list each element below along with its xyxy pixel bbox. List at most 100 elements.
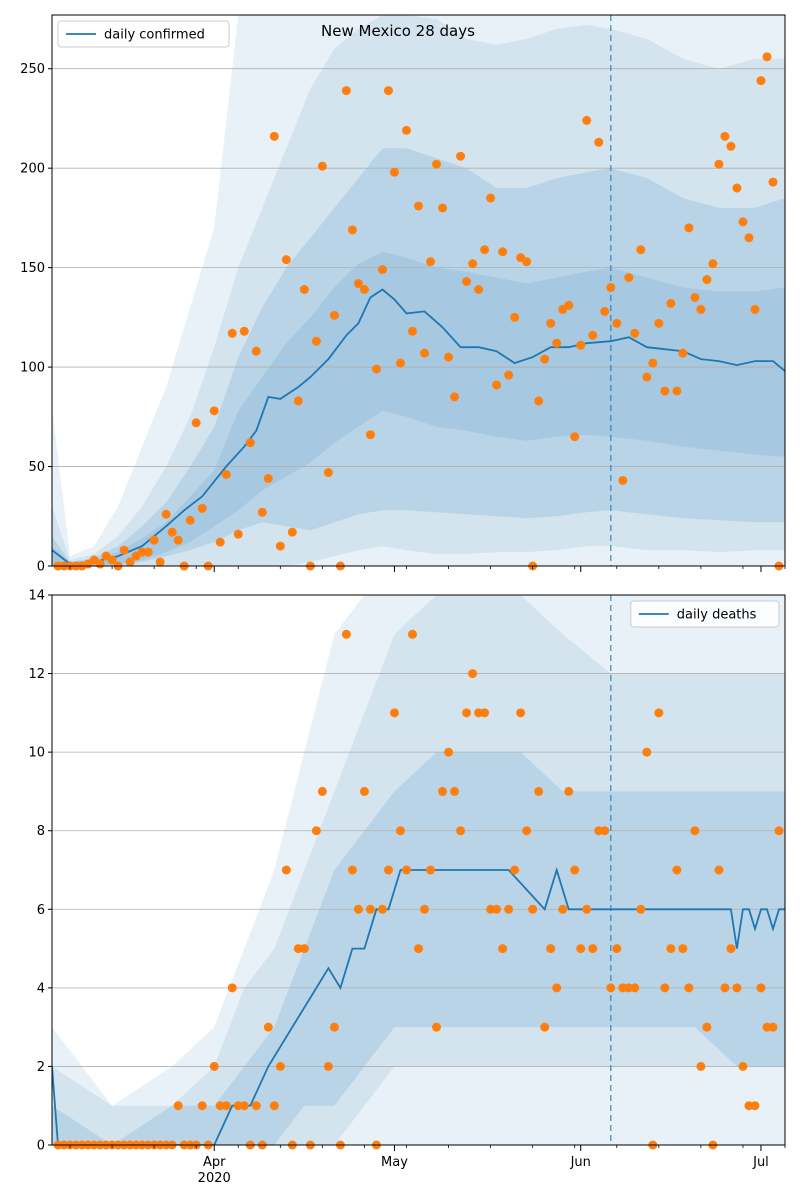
series-line [52,866,785,1145]
data-point [510,312,520,322]
data-point [612,318,622,328]
data-point [654,318,664,328]
data-point [552,983,562,993]
data-point [582,115,592,125]
data-point [540,354,550,364]
data-point [750,304,760,314]
data-point [450,786,460,796]
data-point [756,76,766,86]
data-point [125,557,135,567]
data-point [534,786,544,796]
data-point [726,141,736,151]
data-point [173,535,183,545]
data-point [690,826,700,836]
data-point [588,330,598,340]
data-point [684,983,694,993]
data-point [456,826,466,836]
data-point [311,826,321,836]
data-point [173,1101,183,1111]
series-line [52,288,785,565]
data-point [522,257,532,267]
data-point [732,183,742,193]
data-point [732,983,742,993]
data-point [299,944,309,954]
data-point [678,348,688,358]
data-point [426,257,436,267]
data-point [618,475,628,485]
data-point [281,865,291,875]
data-point [353,904,363,914]
data-point [347,225,357,235]
x-tick-label: Apr [203,1155,226,1170]
data-point [684,223,694,233]
data-point [341,86,351,96]
data-point [726,944,736,954]
data-point [245,438,255,448]
data-point [702,275,712,285]
data-point [420,348,430,358]
data-point [534,396,544,406]
data-point [263,1022,273,1032]
data-point [257,507,267,517]
data-point [438,786,448,796]
data-point [377,904,387,914]
data-point [215,537,225,547]
data-point [414,201,423,211]
data-point [401,865,411,875]
y-tick-label: 14 [28,589,45,604]
data-point [359,285,369,295]
data-point [612,944,622,954]
data-point [275,541,285,551]
data-point [654,708,664,718]
data-point [600,306,610,316]
data-point [251,346,261,356]
data-point [504,904,514,914]
data-point [462,708,472,718]
data-point [672,386,682,396]
data-point [317,786,327,796]
data-point [444,747,454,757]
legend-label: daily confirmed [104,28,205,43]
data-point [672,865,682,875]
axes-frame [51,14,786,567]
data-point [696,1061,706,1071]
data-point [714,159,724,169]
legend-label: daily deaths [677,608,757,623]
data-point [504,370,514,380]
data-point [287,527,297,537]
data-point [395,358,405,368]
data-point [492,904,502,914]
data-point [462,277,472,287]
data-point [299,285,309,295]
data-point [582,904,592,914]
data-point [768,177,778,187]
data-point [251,1101,261,1111]
x-tick-label: Jun [570,1155,591,1170]
data-point [347,865,357,875]
data-point [642,747,652,757]
data-point [317,161,327,171]
data-point [468,259,478,269]
data-point [690,292,700,302]
data-point [450,392,460,402]
data-point [570,865,580,875]
y-tick-label: 150 [20,261,45,276]
data-point [341,629,351,639]
panel-1: 0 50 100 150 200 250 daily confirmed [20,14,786,575]
data-point [720,983,730,993]
data-point [359,786,369,796]
data-point [648,358,658,368]
data-point [702,1022,712,1032]
data-point [432,1022,442,1032]
y-tick-label: 0 [37,560,45,575]
data-point [714,865,724,875]
data-point [540,1022,550,1032]
y-tick-label: 2 [37,1060,45,1075]
x-year-label: 2020 [198,1171,231,1186]
data-point [377,265,387,275]
data-point [95,559,105,569]
data-point [498,944,508,954]
data-point [221,469,231,479]
